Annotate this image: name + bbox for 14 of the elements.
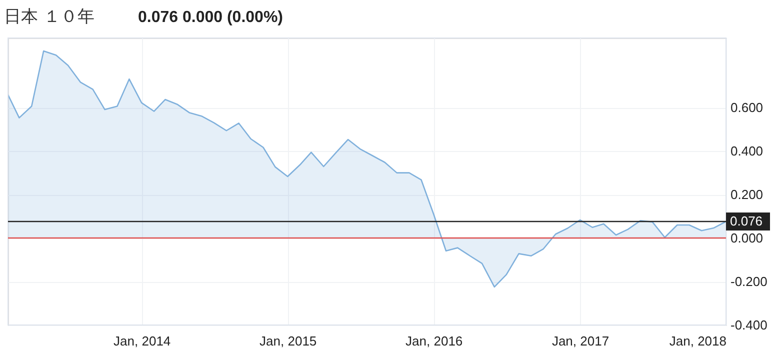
y-tick-label: 0.200 <box>730 187 764 202</box>
x-tick-label: Jan, 2018 <box>669 334 726 348</box>
y-tick-label: 0.400 <box>730 144 764 159</box>
ref-line-label: 0.076 <box>730 214 763 229</box>
chart-title: 日本 １０年 <box>4 7 94 27</box>
x-tick-label: Jan, 2014 <box>114 334 171 348</box>
x-tick-label: Jan, 2016 <box>406 334 463 348</box>
x-tick-label: Jan, 2017 <box>552 334 610 348</box>
y-tick-label: -0.400 <box>730 318 768 332</box>
x-tick-label: Jan, 2015 <box>260 334 317 348</box>
y-tick-label: -0.200 <box>730 274 768 290</box>
y-tick-label: 0.600 <box>730 100 764 116</box>
y-tick-label: 0.000 <box>730 230 764 246</box>
text: 0.076 0.000 (0.00%) <box>138 9 283 26</box>
